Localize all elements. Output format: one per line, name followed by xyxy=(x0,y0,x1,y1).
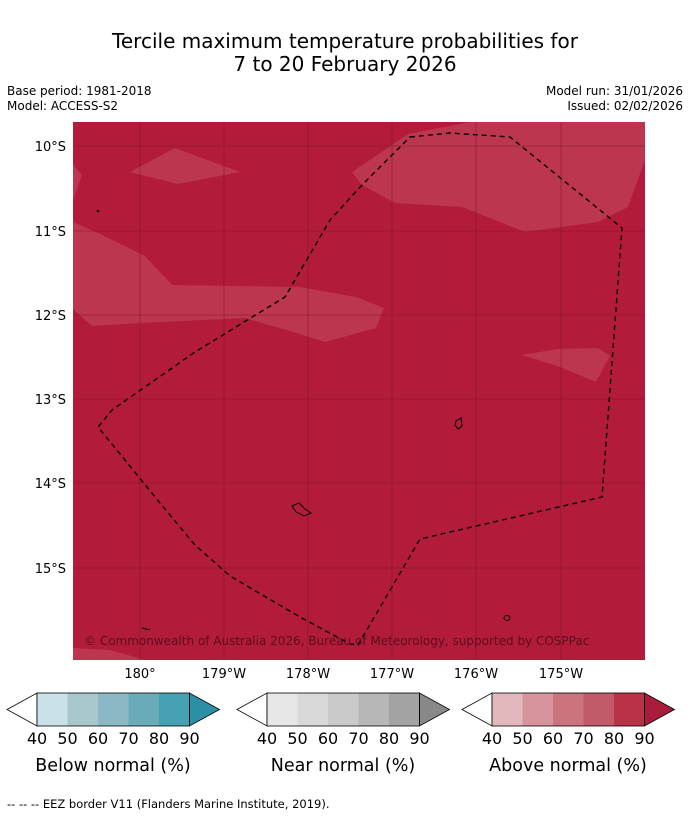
legend-tick-label: 90 xyxy=(634,729,654,748)
lat-label-12s: 12°S xyxy=(35,309,66,324)
graticule xyxy=(73,122,645,660)
legend-swatch-4 xyxy=(159,693,190,726)
legend-tick-label: 50 xyxy=(512,729,532,748)
latitude-axis: 10°S 11°S 12°S 13°S 14°S 15°S xyxy=(35,140,66,577)
longitude-axis: 180° 179°W 178°W 177°W 176°W 175°W xyxy=(124,667,583,682)
legend-swatch-2 xyxy=(553,693,584,726)
legend-title: Below normal (%) xyxy=(35,756,190,776)
legend-swatch-2 xyxy=(98,693,129,726)
legend-swatch-0 xyxy=(267,693,298,726)
legend-title: Above normal (%) xyxy=(489,756,647,776)
lat-label-14s: 14°S xyxy=(35,477,66,492)
legend-tick-label: 60 xyxy=(543,729,563,748)
legend-frame xyxy=(36,692,190,727)
lat-label-11s: 11°S xyxy=(35,225,66,240)
legend-tick-label: 40 xyxy=(27,729,47,748)
lat-label-13s: 13°S xyxy=(35,393,66,408)
lon-label-180: 180° xyxy=(124,667,155,682)
legend-tick-label: 40 xyxy=(482,729,502,748)
lighter-area-northeast xyxy=(352,122,645,232)
legend-lower-extension xyxy=(461,692,493,727)
lat-label-15s: 15°S xyxy=(35,562,66,577)
copyright-notice: © Commonwealth of Australia 2026, Bureau… xyxy=(84,634,589,648)
island-east xyxy=(454,417,463,430)
legend-swatch-4 xyxy=(614,693,645,726)
legend-tick-label: 50 xyxy=(287,729,307,748)
legend-near-normal: 40 50 60 70 80 90 Near normal (%) xyxy=(236,692,451,776)
lighter-area-south xyxy=(73,648,145,660)
base-period: Base period: 1981-2018 xyxy=(7,84,152,98)
legend-tick-label: 80 xyxy=(149,729,169,748)
legend-upper-extension xyxy=(419,692,451,727)
legend-swatch-1 xyxy=(522,693,553,726)
legend-swatch-2 xyxy=(328,693,359,726)
legend-swatch-1 xyxy=(67,693,98,726)
island-southwest xyxy=(141,627,151,631)
lighter-area-west xyxy=(73,222,384,342)
title-line-1: Tercile maximum temperature probabilitie… xyxy=(112,29,578,53)
meta-right: Model run: 31/01/2026 Issued: 02/02/2026 xyxy=(546,84,683,114)
eez-source-note: -- -- -- EEZ border V11 (Flanders Marine… xyxy=(7,797,330,811)
legend-below-normal: 40 50 60 70 80 90 Below normal (%) xyxy=(6,692,221,776)
legend-swatch-3 xyxy=(358,693,389,726)
lighter-probability-areas xyxy=(73,122,645,660)
legend-tick-label: 80 xyxy=(379,729,399,748)
lighter-area-east xyxy=(522,348,610,382)
legend-swatch-1 xyxy=(297,693,328,726)
meta-left: Base period: 1981-2018 Model: ACCESS-S2 xyxy=(7,84,152,114)
legend-lower-extension xyxy=(6,692,38,727)
chart-title: Tercile maximum temperature probabilitie… xyxy=(0,30,690,76)
map-panel: © Commonwealth of Australia 2026, Bureau… xyxy=(73,122,645,660)
lat-label-10s: 10°S xyxy=(35,140,66,155)
legend-tick-label: 80 xyxy=(604,729,624,748)
probability-map: © Commonwealth of Australia 2026, Bureau… xyxy=(6,122,676,776)
lon-label-179w: 179°W xyxy=(202,667,246,682)
legend-swatch-4 xyxy=(389,693,420,726)
lon-label-177w: 177°W xyxy=(370,667,414,682)
legend-tick-label: 60 xyxy=(88,729,108,748)
legend-tick-label: 70 xyxy=(118,729,138,748)
legend-tick-label: 60 xyxy=(318,729,338,748)
legend-title: Near normal (%) xyxy=(271,756,416,776)
model-name: Model: ACCESS-S2 xyxy=(7,99,119,113)
legend-tick-label: 90 xyxy=(409,729,429,748)
eez-border xyxy=(97,132,623,646)
title-line-2: 7 to 20 February 2026 xyxy=(233,52,457,76)
legend-swatch-0 xyxy=(37,693,68,726)
model-run: Model run: 31/01/2026 xyxy=(545,84,683,98)
legend-tick-label: 70 xyxy=(348,729,368,748)
legend-above-normal: 40 50 60 70 80 90 Above normal (%) xyxy=(461,692,676,776)
legend-frame xyxy=(266,692,420,727)
legend-upper-extension xyxy=(644,692,676,727)
legend-lower-extension xyxy=(236,692,268,727)
lighter-area-west-edge xyxy=(73,165,82,200)
legend-tick-label: 40 xyxy=(257,729,277,748)
lon-label-178w: 178°W xyxy=(286,667,330,682)
legend-swatch-3 xyxy=(583,693,614,726)
lighter-area-north xyxy=(130,148,240,184)
legend-swatch-3 xyxy=(128,693,159,726)
islands xyxy=(96,209,511,631)
lon-label-175w: 175°W xyxy=(539,667,583,682)
lon-label-176w: 176°W xyxy=(454,667,498,682)
issued-date: Issued: 02/02/2026 xyxy=(567,99,683,113)
island-northwest xyxy=(96,209,100,213)
legend-frame xyxy=(491,692,645,727)
legend-tick-label: 70 xyxy=(573,729,593,748)
legend-tick-label: 50 xyxy=(57,729,77,748)
island-south-central xyxy=(291,502,313,517)
island-southeast xyxy=(503,615,511,621)
legend-tick-label: 90 xyxy=(179,729,199,748)
legend-upper-extension xyxy=(189,692,221,727)
legend-swatch-0 xyxy=(492,693,523,726)
